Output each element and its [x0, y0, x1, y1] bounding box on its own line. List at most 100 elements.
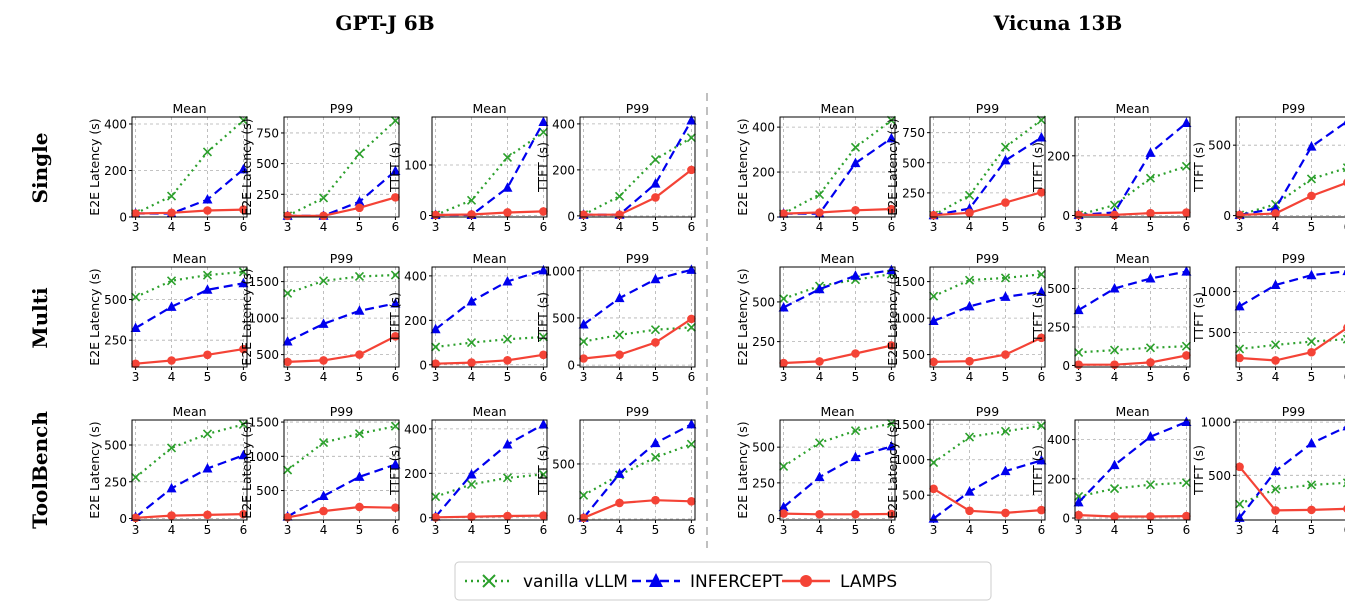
- point-lamps: [503, 511, 512, 521]
- tick-label-x: 4: [1272, 523, 1280, 537]
- point-infercept: [1036, 454, 1047, 465]
- legend-marker-vllm: [482, 574, 496, 588]
- point-lamps: [203, 510, 212, 520]
- axis-label-y: E2E Latency (s): [87, 268, 102, 365]
- point-vllm: [431, 342, 441, 352]
- point-lamps: [1235, 353, 1244, 363]
- tick-label-x: 4: [816, 220, 824, 234]
- point-infercept: [1073, 496, 1084, 507]
- point-infercept: [814, 471, 825, 482]
- point-vllm: [1306, 337, 1317, 347]
- panel-title: Mean: [1115, 404, 1149, 419]
- point-lamps: [1271, 209, 1280, 218]
- series-line-infercept: [287, 302, 396, 343]
- tick-label-x: 6: [688, 370, 696, 384]
- panel-1-3: 3 4 5 6 0 100 Mean TTFT (s): [387, 101, 549, 234]
- tick-label-x: 5: [356, 523, 364, 537]
- tick-label-y: 1000: [1200, 285, 1231, 299]
- panel-title: Mean: [172, 251, 206, 266]
- tick-label-x: 6: [888, 370, 896, 384]
- tick-label-y: 500: [552, 311, 575, 325]
- point-lamps: [355, 350, 364, 359]
- point-infercept: [354, 196, 365, 206]
- series-line-vllm: [1239, 481, 1345, 506]
- point-lamps: [1037, 333, 1046, 343]
- point-lamps: [965, 356, 974, 366]
- point-vllm: [538, 127, 548, 137]
- point-infercept: [964, 300, 975, 311]
- axis-label-y: TTFT (s): [1191, 445, 1206, 496]
- point-infercept: [1270, 279, 1281, 290]
- series-line-infercept: [434, 423, 544, 518]
- point-lamps: [319, 506, 328, 516]
- point-lamps: [887, 509, 896, 519]
- tick-label-y: 400: [404, 422, 427, 436]
- series-line-vllm: [287, 273, 396, 295]
- plot-area: [132, 117, 247, 217]
- series-line-lamps: [783, 512, 892, 516]
- series-line-lamps: [933, 336, 1042, 363]
- point-lamps: [1037, 188, 1046, 197]
- point-lamps: [851, 349, 860, 358]
- tick-label-x: 3: [580, 220, 588, 234]
- tick-label-x: 3: [284, 523, 292, 537]
- point-lamps: [467, 512, 476, 521]
- point-infercept: [502, 182, 513, 192]
- point-lamps: [579, 513, 588, 523]
- series-line-vllm: [435, 335, 544, 349]
- tick-label-x: 6: [392, 220, 400, 234]
- point-infercept: [886, 440, 897, 451]
- tick-label-x: 6: [540, 220, 548, 234]
- tick-label-x: 3: [780, 523, 788, 537]
- point-vllm: [390, 421, 400, 431]
- series-line-vllm: [1078, 165, 1187, 216]
- series-line-lamps: [1078, 514, 1187, 518]
- point-infercept: [778, 301, 789, 312]
- point-lamps: [851, 205, 860, 215]
- series-line-lamps: [1078, 211, 1187, 216]
- tick-label-x: 5: [852, 370, 860, 384]
- plot-frame: [131, 266, 248, 368]
- model-title-gptj: GPT-J 6B: [335, 11, 434, 35]
- tick-label-y: 500: [752, 441, 775, 455]
- tick-label-x: 5: [504, 370, 512, 384]
- point-lamps: [1001, 508, 1010, 518]
- point-infercept: [1234, 512, 1245, 522]
- panel-title: P99: [1282, 101, 1305, 116]
- series-line-lamps: [135, 513, 244, 519]
- plot-frame: [929, 419, 1046, 521]
- tick-label-x: 6: [1183, 370, 1191, 384]
- tick-label-x: 6: [1183, 523, 1191, 537]
- tick-label-x: 6: [240, 370, 248, 384]
- legend-marker-infercept: [649, 573, 663, 587]
- axis-label-y: E2E Latency (s): [239, 421, 254, 518]
- plot-frame: [929, 116, 1046, 218]
- point-vllm: [929, 291, 939, 301]
- point-vllm: [650, 452, 661, 462]
- tick-label-y: 0: [419, 209, 427, 223]
- point-lamps: [1307, 191, 1316, 201]
- tick-label-x: 4: [966, 370, 974, 384]
- point-infercept: [1234, 300, 1245, 311]
- point-vllm: [354, 271, 365, 282]
- point-infercept: [238, 277, 249, 288]
- point-lamps: [1110, 360, 1119, 369]
- series-line-vllm: [933, 273, 1042, 298]
- tick-label-y: 200: [1047, 472, 1070, 486]
- series-line-vllm: [583, 443, 692, 497]
- point-infercept: [538, 116, 549, 127]
- legend-marker-lamps: [800, 575, 812, 587]
- tick-label-x: 6: [1038, 370, 1046, 384]
- point-vllm: [1000, 426, 1011, 436]
- tick-label-x: 6: [540, 523, 548, 537]
- plot-frame: [431, 419, 548, 521]
- panel-2-1: 3 4 5 6 250 500 Mean E2E Latency (s): [87, 251, 249, 384]
- point-lamps: [815, 208, 824, 217]
- point-lamps: [651, 338, 660, 347]
- point-vllm: [318, 193, 329, 203]
- point-vllm: [1036, 421, 1046, 431]
- tick-label-y: 500: [1047, 282, 1070, 296]
- tick-label-x: 3: [432, 523, 440, 537]
